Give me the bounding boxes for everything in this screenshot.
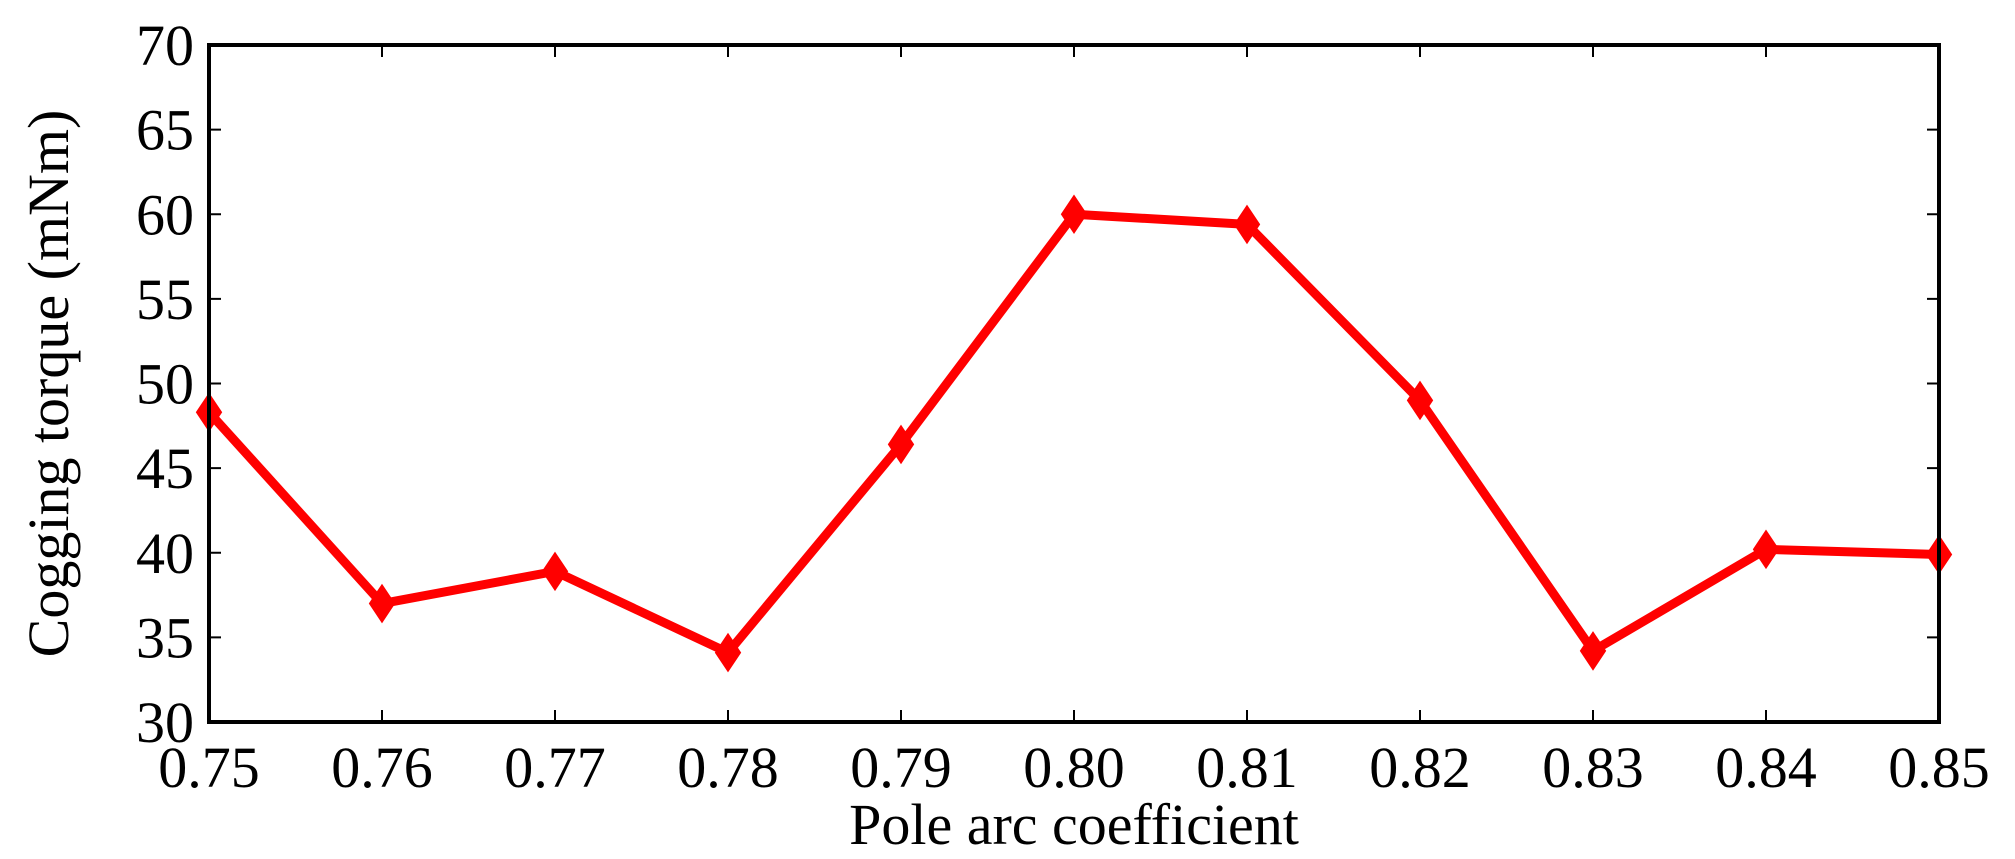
x-tick-label: 0.83 <box>1542 735 1644 800</box>
data-point-marker <box>1406 380 1434 421</box>
x-tick-label: 0.77 <box>504 735 606 800</box>
data-point-marker <box>1752 529 1780 570</box>
x-tick-label: 0.75 <box>158 735 260 800</box>
data-point-marker <box>368 583 396 624</box>
data-point-marker <box>887 424 915 465</box>
x-tick-label: 0.80 <box>1023 735 1125 800</box>
y-axis-title: Cogging torque (mNm) <box>16 110 81 658</box>
x-tick-label: 0.81 <box>1196 735 1298 800</box>
plot-frame <box>207 43 1941 724</box>
y-tick-label: 40 <box>136 521 194 586</box>
data-point-marker <box>1060 194 1088 235</box>
series-line <box>205 209 1940 658</box>
y-tick-label: 50 <box>136 352 194 417</box>
data-point-marker <box>1579 631 1607 671</box>
y-tick-label: 60 <box>136 182 194 247</box>
plot-area <box>195 194 1953 673</box>
x-tick-label: 0.76 <box>331 735 433 800</box>
x-tick-label: 0.84 <box>1715 735 1817 800</box>
x-tick-label: 0.82 <box>1369 735 1471 800</box>
y-tick-label: 55 <box>136 267 194 332</box>
y-tick-label: 45 <box>136 436 194 501</box>
x-tick-label: 0.78 <box>677 735 779 800</box>
x-axis-title: Pole arc coefficient <box>849 792 1299 857</box>
data-point-marker <box>714 632 742 673</box>
y-axis: 30 35 40 45 50 55 60 65 70 <box>136 13 1939 755</box>
x-axis: 0.75 0.76 0.77 0.78 0.79 0.80 0.81 0.82 0.83 0.84… <box>158 45 1990 800</box>
x-tick-label: 0.79 <box>850 735 952 800</box>
y-tick-label: 30 <box>136 690 194 755</box>
data-point-marker <box>541 551 569 592</box>
x-tick-label: 0.85 <box>1888 735 1990 800</box>
data-point-marker <box>1233 204 1261 245</box>
y-tick-label: 35 <box>136 605 194 670</box>
y-tick-label: 70 <box>136 13 194 78</box>
y-tick-label: 65 <box>136 98 194 163</box>
